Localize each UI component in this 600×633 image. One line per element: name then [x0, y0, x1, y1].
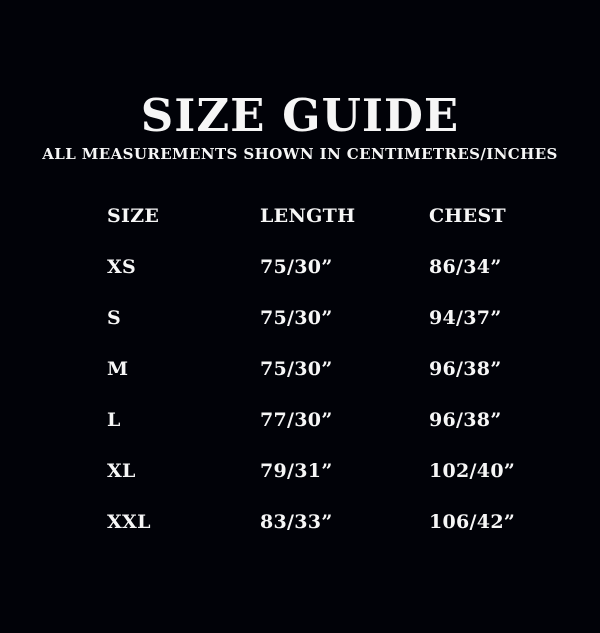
table-row: XL 79/31” 102/40” — [107, 446, 600, 497]
cell-chest: 86/34” — [429, 256, 502, 278]
table-row: M 75/30” 96/38” — [107, 344, 600, 395]
cell-size: XL — [107, 460, 136, 482]
cell-chest: 106/42” — [429, 511, 516, 533]
cell-chest: 102/40” — [429, 460, 516, 482]
table-row: S 75/30” 94/37” — [107, 293, 600, 344]
column-header-chest: CHEST — [429, 205, 506, 227]
cell-length: 75/30” — [260, 358, 333, 380]
size-table: SIZE LENGTH CHEST XS 75/30” 86/34” S 75/… — [107, 191, 600, 548]
cell-chest: 96/38” — [429, 358, 502, 380]
cell-size: S — [107, 307, 122, 329]
cell-length: 79/31” — [260, 460, 333, 482]
table-header-row: SIZE LENGTH CHEST — [107, 191, 600, 242]
page-title: SIZE GUIDE — [140, 89, 460, 142]
cell-size: L — [107, 409, 121, 431]
table-row: XS 75/30” 86/34” — [107, 242, 600, 293]
cell-chest: 96/38” — [429, 409, 502, 431]
cell-size: XXL — [107, 511, 151, 533]
table-row: L 77/30” 96/38” — [107, 395, 600, 446]
cell-length: 83/33” — [260, 511, 333, 533]
column-header-size: SIZE — [107, 205, 160, 227]
page-subtitle: ALL MEASUREMENTS SHOWN IN CENTIMETRES/IN… — [42, 145, 558, 163]
table-row: XXL 83/33” 106/42” — [107, 497, 600, 548]
column-header-length: LENGTH — [260, 205, 356, 227]
cell-length: 75/30” — [260, 307, 333, 329]
cell-length: 77/30” — [260, 409, 333, 431]
cell-size: M — [107, 358, 129, 380]
cell-size: XS — [107, 256, 137, 278]
cell-length: 75/30” — [260, 256, 333, 278]
cell-chest: 94/37” — [429, 307, 502, 329]
